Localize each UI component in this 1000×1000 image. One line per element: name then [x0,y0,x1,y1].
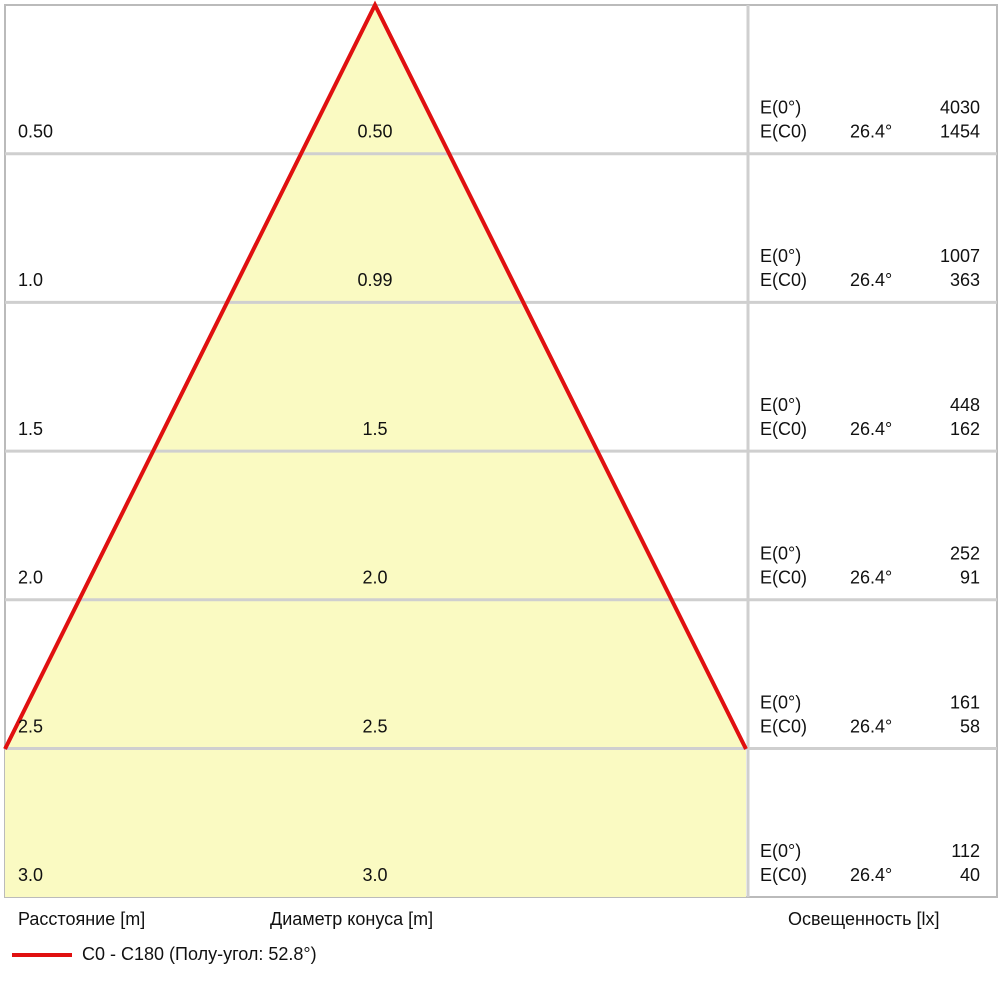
ec0-label: E(C0) [760,419,807,439]
distance: 2.0 [18,568,43,588]
angle: 26.4° [850,270,892,290]
ec0-value: 58 [960,716,980,736]
ec0-value: 1454 [940,121,980,141]
cone-outline [3,0,748,750]
angle: 26.4° [850,568,892,588]
e0-label: E(0°) [760,246,801,266]
diameter: 2.5 [362,716,387,736]
angle: 26.4° [850,865,892,885]
e0-value: 112 [951,841,980,861]
e0-value: 448 [950,395,980,415]
ec0-value: 40 [960,865,980,885]
ec0-label: E(C0) [760,716,807,736]
ec0-value: 91 [960,568,980,588]
legend-label: C0 - C180 (Полу-угол: 52.8°) [82,944,317,964]
grid [5,152,997,750]
ec0-label: E(C0) [760,568,807,588]
distance: 2.5 [18,716,43,736]
e0-value: 161 [950,692,980,712]
distance: 0.50 [18,121,53,141]
ec0-label: E(C0) [760,121,807,141]
diameter: 1.5 [362,419,387,439]
e0-value: 4030 [940,97,980,117]
diameter: 2.0 [362,568,387,588]
ec0-label: E(C0) [760,270,807,290]
angle: 26.4° [850,716,892,736]
ec0-value: 162 [950,419,980,439]
distance-label: Расстояние [m] [18,909,145,929]
angle: 26.4° [850,419,892,439]
e0-label: E(0°) [760,692,801,712]
e0-label: E(0°) [760,395,801,415]
illuminance-label: Освещенность [lx] [788,909,940,929]
ec0-value: 363 [950,270,980,290]
distance: 3.0 [18,865,43,885]
labels: 0.50 0.50 E(0°) 4030 E(C0) 26.4° 1454 1.0 0.99 E(… [18,97,980,885]
e0-label: E(0°) [760,544,801,564]
angle: 26.4° [850,121,892,141]
e0-value: 252 [950,544,980,564]
diameter: 0.99 [357,270,392,290]
diameter: 3.0 [362,865,387,885]
e0-label: E(0°) [760,841,801,861]
ec0-label: E(C0) [760,865,807,885]
diameter-label: Диаметр конуса [m] [270,909,433,929]
distance: 1.0 [18,270,43,290]
e0-value: 1007 [940,246,980,266]
diameter: 0.50 [357,121,392,141]
distance: 1.5 [18,419,43,439]
e0-label: E(0°) [760,97,801,117]
